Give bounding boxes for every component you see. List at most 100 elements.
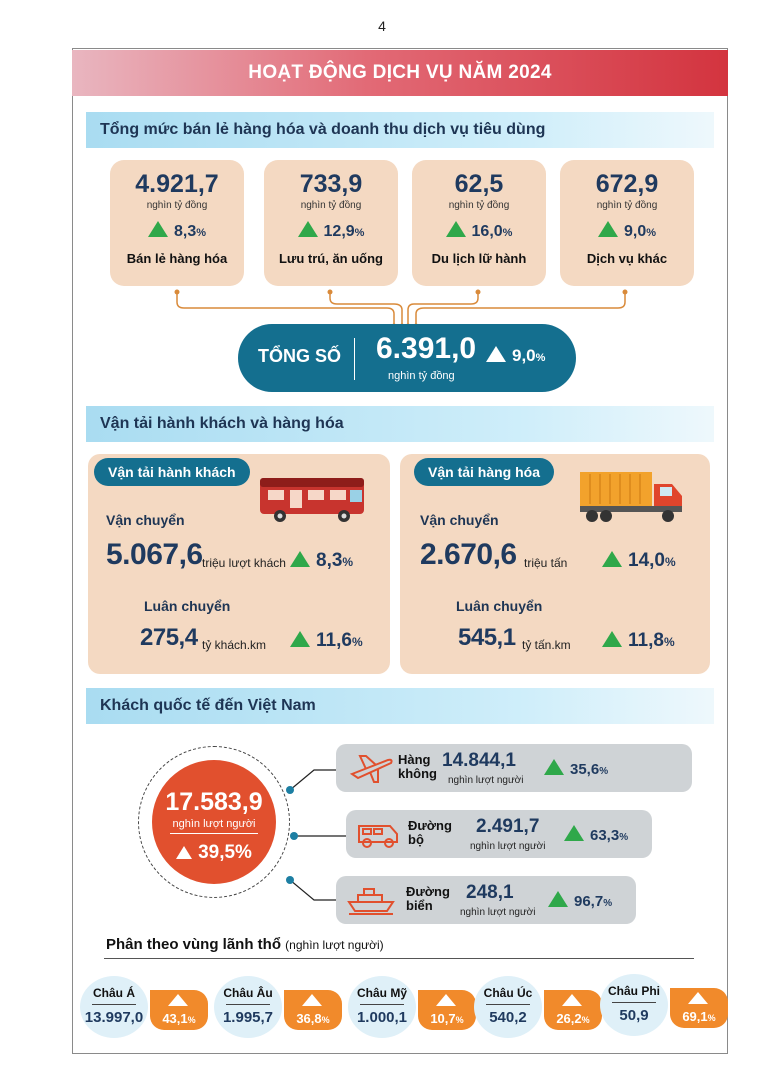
up-arrow-icon: [562, 994, 582, 1006]
mode-unit: nghìn lượt người: [448, 775, 524, 786]
region-disc: [80, 976, 148, 1038]
card-value: 672,9: [595, 170, 659, 198]
mode-value: 2.491,7: [476, 816, 540, 837]
region-disc: [600, 974, 668, 1036]
card-label: Lưu trú, ăn uống: [278, 251, 383, 266]
airplane-icon: [349, 755, 393, 783]
cargo-carried-unit: triệu tấn: [524, 556, 568, 570]
cargo-transport-panel: Vận tải hàng hóa Vận chuyển 2.670,6 triệ…: [400, 454, 710, 674]
mode-name: Đường bộ: [408, 818, 452, 847]
retail-card-goods: 4.921,7 nghìn tỷ đồng 8,3% Bán lẻ hàng h…: [110, 160, 244, 286]
page-number: 4: [378, 18, 386, 34]
regions-title: Phân theo vùng lãnh thổ (nghìn lượt ngườ…: [106, 936, 384, 953]
card-unit: nghìn tỷ đồng: [596, 200, 658, 211]
mode-name: Đường biển: [406, 884, 450, 913]
region-disc: [474, 976, 542, 1038]
retail-card-travel: 62,5 nghìn tỷ đồng 16,0% Du lịch lữ hành: [412, 160, 546, 286]
card-value: 4.921,7: [135, 170, 219, 198]
passenger-rotation-value: 275,4: [140, 624, 198, 651]
region-name: Châu Á: [93, 986, 135, 1000]
up-arrow-icon: [597, 221, 618, 237]
up-arrow-icon: [548, 891, 568, 907]
bus-icon: [260, 478, 364, 522]
cargo-carried-value: 2.670,6: [420, 538, 517, 571]
total-label: TỔNG SỐ: [258, 346, 342, 366]
visitor-mode-sea: Đường biển 248,1 nghìn lượt người 96,7%: [336, 876, 636, 924]
divider: [226, 1004, 270, 1005]
passenger-transport-panel: Vận tải hành khách Vận chuyển 5.067,6 tr…: [88, 454, 390, 674]
card-change: 12,9%: [264, 221, 398, 241]
retail-card-other: 672,9 nghìn tỷ đồng 9,0% Dịch vụ khác: [560, 160, 694, 286]
mode-change: 63,3%: [564, 825, 628, 844]
region-europe: Châu Âu 1.995,7 36,8%: [214, 976, 342, 1038]
up-arrow-icon: [602, 551, 622, 567]
region-change-tag: 26,2%: [544, 990, 602, 1030]
cargo-carried-change: 14,0%: [602, 550, 676, 572]
up-arrow-icon: [297, 221, 318, 237]
passenger-carried-unit: triệu lượt khách: [202, 556, 286, 570]
card-label: Du lịch lữ hành: [431, 251, 527, 266]
mode-change: 96,7%: [548, 891, 612, 910]
mode-unit: nghìn lượt người: [460, 907, 536, 918]
region-change-tag: 43,1%: [150, 990, 208, 1030]
card-value: 733,9: [299, 170, 363, 198]
up-arrow-icon: [602, 631, 622, 647]
ship-icon: [347, 888, 395, 915]
passenger-transport-title: Vận tải hành khách: [94, 458, 250, 486]
up-arrow-icon: [445, 221, 466, 237]
region-change-tag: 36,8%: [284, 990, 342, 1030]
up-arrow-icon: [544, 759, 564, 775]
up-arrow-icon: [486, 346, 506, 362]
mode-name: Hàng không: [398, 752, 437, 781]
divider: [360, 1004, 404, 1005]
up-arrow-icon: [176, 846, 193, 859]
region-name: Châu Mỹ: [356, 986, 407, 1000]
visitor-connector-lines: [286, 769, 346, 901]
up-arrow-icon: [436, 994, 456, 1006]
region-value: 1.995,7: [222, 1009, 274, 1026]
passenger-rotation-unit: tỷ khách.km: [202, 638, 267, 652]
card-connector-lines: [174, 289, 628, 329]
up-arrow-icon: [688, 992, 708, 1004]
up-arrow-icon: [564, 825, 584, 841]
cargo-rotation-value: 545,1: [458, 624, 516, 651]
region-africa: Châu Phi 50,9 69,1%: [600, 974, 728, 1036]
truck-icon: [580, 472, 682, 522]
mode-unit: nghìn lượt người: [470, 841, 546, 852]
region-disc: [348, 976, 416, 1038]
card-label: Dịch vụ khác: [586, 251, 668, 266]
region-name: Châu Úc: [483, 986, 533, 1000]
divider: [354, 338, 355, 380]
region-value: 13.997,0: [84, 1009, 144, 1026]
mode-value: 248,1: [466, 882, 514, 903]
page-frame: [72, 48, 728, 1054]
visitor-mode-road: Đường bộ 2.491,7 nghìn lượt người 63,3%: [346, 810, 652, 858]
region-name: Châu Phi: [607, 984, 660, 998]
region-disc: [214, 976, 282, 1038]
retail-total: TỔNG SỐ 6.391,0 nghìn tỷ đồng 9,0%: [238, 324, 576, 392]
cargo-rotation-label: Luân chuyển: [456, 598, 543, 614]
up-arrow-icon: [168, 994, 188, 1006]
passenger-carried-value: 5.067,6: [106, 538, 203, 571]
mode-value: 14.844,1: [442, 750, 516, 771]
visitor-total-change: 39,5%: [152, 842, 276, 864]
visitor-total-ring: [138, 746, 290, 898]
visitor-total-unit: nghìn lượt người: [172, 818, 256, 830]
total-value: 6.391,0: [376, 332, 477, 365]
up-arrow-icon: [147, 221, 168, 237]
card-label: Bán lẻ hàng hóa: [126, 251, 228, 266]
up-arrow-icon: [302, 994, 322, 1006]
card-change: 9,0%: [560, 221, 694, 241]
passenger-carried-label: Vận chuyển: [106, 512, 185, 528]
van-icon: [358, 825, 398, 848]
region-change-tag: 69,1%: [670, 988, 728, 1028]
visitor-total-value: 17.583,9: [165, 788, 263, 816]
region-value: 50,9: [619, 1007, 649, 1024]
visitor-total-circle: 17.583,9 nghìn lượt người 39,5%: [152, 760, 276, 884]
divider: [92, 1004, 136, 1005]
card-unit: nghìn tỷ đồng: [146, 200, 208, 211]
card-unit: nghìn tỷ đồng: [448, 200, 510, 211]
total-change: 9,0%: [486, 346, 545, 366]
cargo-rotation-change: 11,8%: [602, 630, 675, 652]
total-unit: nghìn tỷ đồng: [388, 370, 455, 382]
